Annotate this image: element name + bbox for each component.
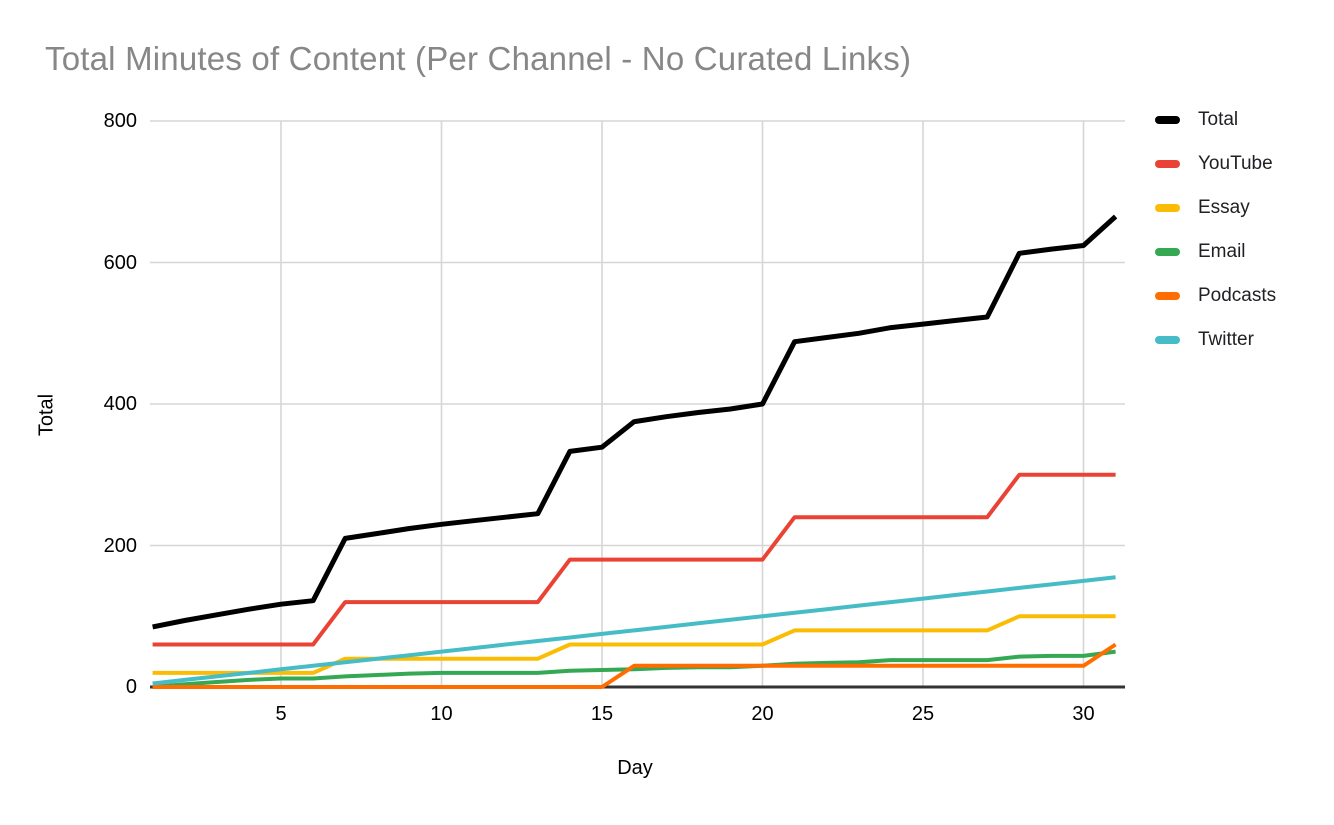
legend-label: YouTube	[1198, 153, 1273, 174]
series-line-essay	[152, 614, 1116, 675]
series-line-email	[152, 649, 1116, 689]
y-tick-label: 800	[103, 110, 137, 132]
line-chart	[150, 120, 1125, 689]
y-tick-label: 0	[125, 676, 137, 698]
x-tick-label: 10	[430, 703, 453, 725]
series-line-youtube	[152, 472, 1116, 647]
legend: Total YouTube Essay Email Podcasts Twitter	[1155, 108, 1276, 372]
plot-area	[150, 120, 1125, 689]
legend-swatch-total	[1155, 116, 1180, 124]
y-axis-title: Total	[35, 393, 58, 437]
legend-swatch-essay	[1155, 204, 1180, 212]
legend-item-youtube: YouTube	[1155, 152, 1276, 176]
x-tick-label: 15	[590, 703, 614, 725]
legend-swatch-youtube	[1155, 160, 1180, 168]
legend-item-email: Email	[1155, 240, 1276, 264]
x-tick-label: 25	[911, 703, 935, 725]
y-tick-label: 200	[103, 534, 137, 557]
y-tick-label: 400	[103, 393, 137, 415]
legend-label: Total	[1198, 109, 1239, 130]
series-line-twitter	[152, 575, 1116, 686]
series-line-podcasts	[152, 642, 1117, 689]
legend-swatch-twitter	[1155, 336, 1180, 344]
legend-item-podcasts: Podcasts	[1155, 284, 1276, 308]
x-axis-title: Day	[617, 757, 653, 779]
legend-label: Twitter	[1198, 329, 1254, 350]
x-tick-label: 5	[275, 703, 287, 725]
legend-item-total: Total	[1155, 108, 1276, 132]
legend-label: Essay	[1198, 197, 1250, 218]
x-tick-label: 20	[751, 703, 774, 725]
legend-item-essay: Essay	[1155, 196, 1276, 220]
legend-label: Email	[1198, 241, 1246, 262]
chart-title: Total Minutes of Content (Per Channel - …	[45, 40, 912, 77]
legend-label: Podcasts	[1198, 285, 1277, 306]
legend-swatch-email	[1155, 248, 1180, 256]
legend-item-twitter: Twitter	[1155, 328, 1276, 352]
series-line-total	[152, 214, 1118, 630]
y-tick-label: 600	[103, 251, 137, 274]
legend-swatch-podcasts	[1155, 292, 1180, 300]
x-tick-label: 30	[1072, 703, 1095, 725]
